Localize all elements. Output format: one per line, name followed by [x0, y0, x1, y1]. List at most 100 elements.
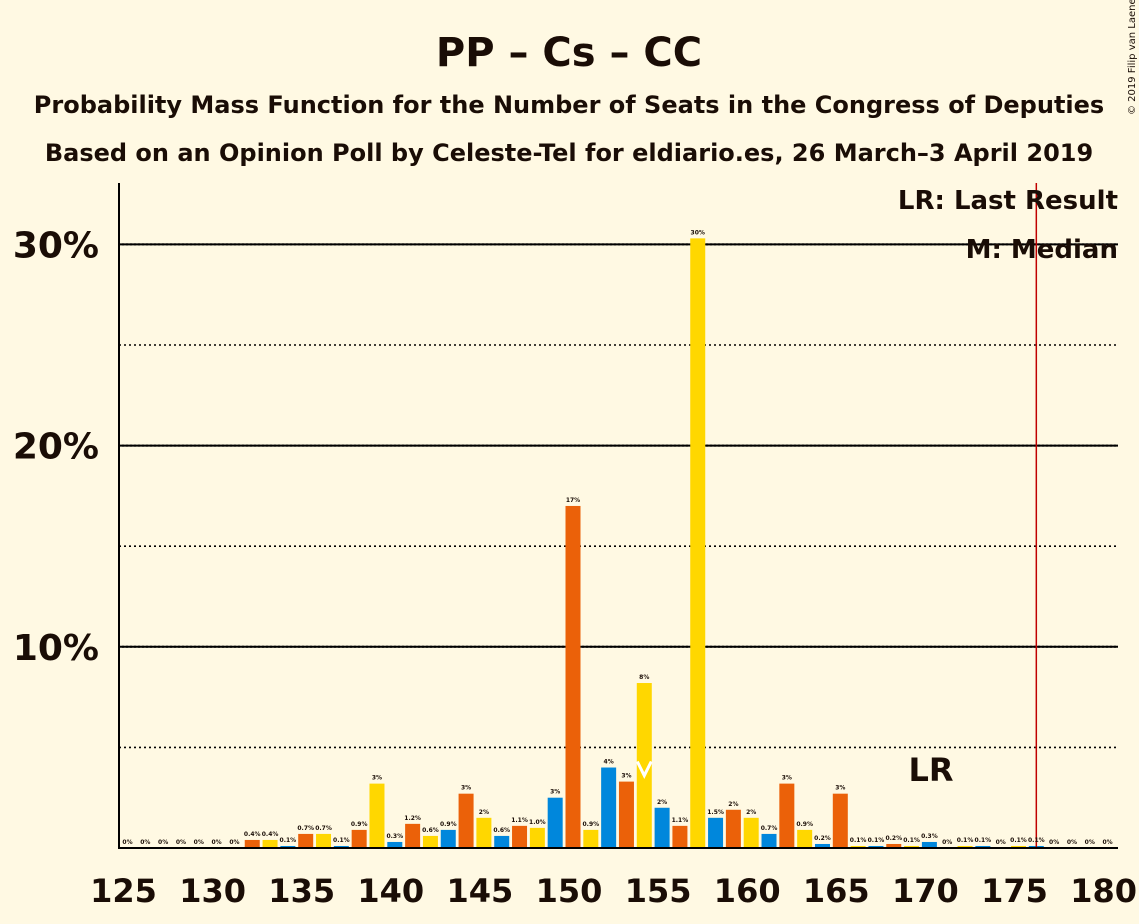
bar-label-172: 0.1%	[957, 837, 974, 844]
bar-label-176: 0.1%	[1028, 837, 1045, 844]
bar-label-150: 17%	[566, 497, 580, 504]
bar-label-170: 0.3%	[921, 833, 938, 840]
bar-168	[886, 843, 902, 848]
last-result-label: LR	[908, 751, 953, 789]
bar-label-152: 4%	[604, 759, 614, 766]
x-tick-155: 155	[625, 872, 692, 910]
bar-label-167: 0.1%	[868, 837, 885, 844]
x-tick-135: 135	[268, 872, 335, 910]
x-tick-165: 165	[803, 872, 870, 910]
x-tick-145: 145	[447, 872, 514, 910]
bar-163	[797, 829, 813, 848]
bar-label-175: 0.1%	[1010, 837, 1027, 844]
x-tick-labels: 125 130 135 140 145 150 155 160 165 170 175 180	[90, 872, 1137, 910]
bar-label-130: 0%	[212, 839, 222, 846]
grid-lines	[119, 243, 1118, 749]
bar-134	[280, 845, 296, 848]
bar-142	[422, 835, 438, 848]
bar-label-139: 3%	[372, 775, 382, 782]
bar-label-141: 1.2%	[404, 815, 421, 822]
bar-label-132: 0.4%	[244, 831, 261, 838]
bar-label-179: 0%	[1085, 839, 1095, 846]
x-tick-150: 150	[536, 872, 603, 910]
bar-165	[832, 793, 848, 848]
bar-label-162: 3%	[782, 775, 792, 782]
bar-label-166: 0.1%	[850, 837, 867, 844]
x-tick-130: 130	[179, 872, 246, 910]
bar-label-125: 0%	[122, 839, 132, 846]
bar-148	[529, 827, 545, 848]
bar-label-163: 0.9%	[796, 821, 813, 828]
bar-series	[244, 183, 1044, 848]
bar-label-144: 3%	[461, 785, 471, 792]
bar-144	[458, 793, 474, 848]
axes	[118, 183, 1118, 849]
bar-158	[708, 817, 724, 848]
y-tick-labels: 10% 20% 30%	[13, 225, 99, 668]
median-marker	[635, 760, 653, 779]
bar-label-168: 0.2%	[885, 835, 902, 842]
bar-157	[690, 238, 706, 848]
bar-label-171: 0%	[942, 839, 952, 846]
bar-150	[565, 505, 581, 848]
bar-145	[476, 817, 492, 848]
bar-label-134: 0.1%	[280, 837, 297, 844]
bar-label-140: 0.3%	[386, 833, 403, 840]
bar-label-135: 0.7%	[297, 825, 314, 832]
bar-169	[904, 845, 920, 848]
bar-175	[1011, 845, 1026, 848]
bar-label-148: 1.0%	[529, 819, 546, 826]
bar-label-180: 0%	[1103, 839, 1113, 846]
bar-label-174: 0%	[996, 839, 1006, 846]
bar-label-165: 3%	[835, 785, 845, 792]
bar-label-142: 0.6%	[422, 827, 439, 834]
bar-label-126: 0%	[140, 839, 150, 846]
bar-133	[262, 839, 278, 848]
bar-156	[672, 825, 688, 848]
bar-label-127: 0%	[158, 839, 168, 846]
bar-167	[868, 845, 884, 848]
bar-label-157: 30%	[691, 229, 705, 236]
bar-159	[725, 809, 741, 848]
bar-155	[654, 807, 670, 848]
legend-median: M: Median	[966, 235, 1118, 265]
bar-label-159: 2%	[728, 801, 738, 808]
bar-label-137: 0.1%	[333, 837, 350, 844]
chart-subtitle-2: Based on an Opinion Poll by Celeste-Tel …	[45, 139, 1093, 167]
bar-label-178: 0%	[1067, 839, 1077, 846]
bar-label-136: 0.7%	[315, 825, 332, 832]
bar-label-138: 0.9%	[351, 821, 368, 828]
bar-154	[636, 683, 652, 848]
x-tick-140: 140	[357, 872, 424, 910]
bar-label-169: 0.1%	[903, 837, 920, 844]
y-tick-30: 30%	[13, 225, 99, 266]
bar-label-133: 0.4%	[262, 831, 279, 838]
x-tick-160: 160	[714, 872, 781, 910]
bar-label-147: 1.1%	[511, 817, 528, 824]
bar-label-151: 0.9%	[582, 821, 599, 828]
bar-173	[975, 845, 991, 848]
bar-151	[583, 829, 599, 848]
bar-label-131: 0%	[229, 839, 239, 846]
chart-title: PP – Cs – CC	[436, 30, 702, 76]
x-tick-180: 180	[1070, 872, 1137, 910]
bar-label-160: 2%	[746, 809, 756, 816]
bar-135	[298, 833, 314, 848]
bar-label-177: 0%	[1049, 839, 1059, 846]
bar-label-158: 1.5%	[707, 809, 724, 816]
bar-170	[921, 841, 937, 848]
bar-label-173: 0.1%	[975, 837, 992, 844]
bar-label-145: 2%	[479, 809, 489, 816]
bar-value-labels: 0% 0% 0% 0% 0% 0% 0%0.4% 0.4%0.1%0.7% 0.7%0.1%0.…	[122, 229, 1112, 846]
bar-label-146: 0.6%	[493, 827, 510, 834]
bar-label-143: 0.9%	[440, 821, 457, 828]
bar-label-156: 1.1%	[672, 817, 689, 824]
bar-152	[601, 767, 617, 848]
bar-137	[333, 845, 349, 848]
bar-141	[405, 823, 421, 848]
bar-138	[351, 829, 367, 848]
bar-label-154: 8%	[639, 674, 649, 681]
bar-140	[387, 841, 403, 848]
bar-153	[618, 781, 634, 848]
